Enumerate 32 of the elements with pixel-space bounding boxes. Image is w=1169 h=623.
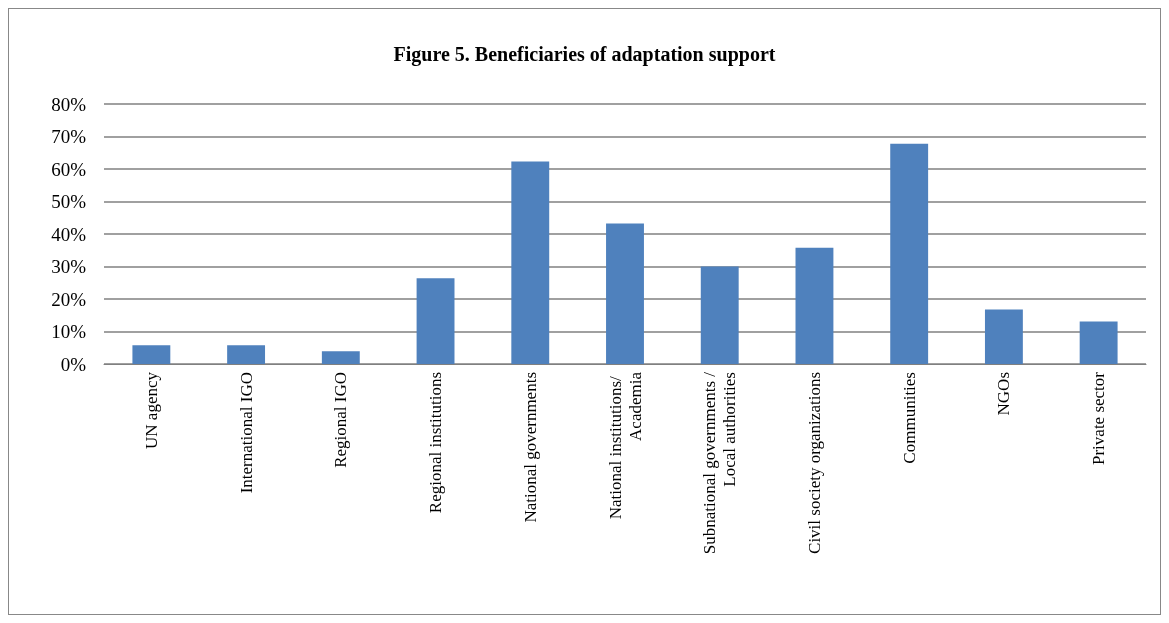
- bar: [795, 247, 834, 364]
- chart-title: Figure 5. Beneficiaries of adaptation support: [393, 43, 776, 66]
- bar: [700, 266, 739, 364]
- x-tick-label: Civil society organizations: [804, 372, 824, 554]
- bar: [984, 309, 1023, 364]
- x-tick-label: International IGO: [236, 372, 256, 494]
- bar: [890, 143, 929, 364]
- bar: [1079, 321, 1118, 364]
- x-tick-label: Communities: [899, 372, 919, 464]
- bar: [511, 161, 550, 364]
- bar: [227, 345, 266, 364]
- x-tick-label: UN agency: [141, 371, 161, 449]
- y-tick-label: 10%: [51, 321, 87, 342]
- y-tick-label: 0%: [60, 353, 87, 375]
- bar: [416, 278, 455, 364]
- y-tick-label: 60%: [51, 158, 87, 180]
- y-tick-label: 40%: [51, 223, 87, 245]
- x-tick-label: National institutions/ Academia: [605, 371, 645, 520]
- x-tick-label: Regional institutions: [426, 372, 446, 514]
- y-tick-label: 30%: [51, 256, 87, 277]
- bar: [132, 345, 171, 364]
- x-tick-label: Regional IGO: [331, 372, 351, 468]
- y-tick-label: 50%: [51, 191, 87, 212]
- y-tick-label: 70%: [51, 126, 87, 147]
- x-tick-label: NGOs: [994, 372, 1014, 416]
- x-tick-label: National governments: [520, 372, 540, 523]
- bar: [606, 223, 644, 364]
- bar: [321, 351, 360, 364]
- y-tick-label: 20%: [51, 288, 87, 310]
- x-tick-label: Subnational governments / Local authorities: [700, 371, 740, 555]
- x-tick-label: Private sector: [1089, 371, 1109, 465]
- y-tick-label: 80%: [51, 93, 87, 115]
